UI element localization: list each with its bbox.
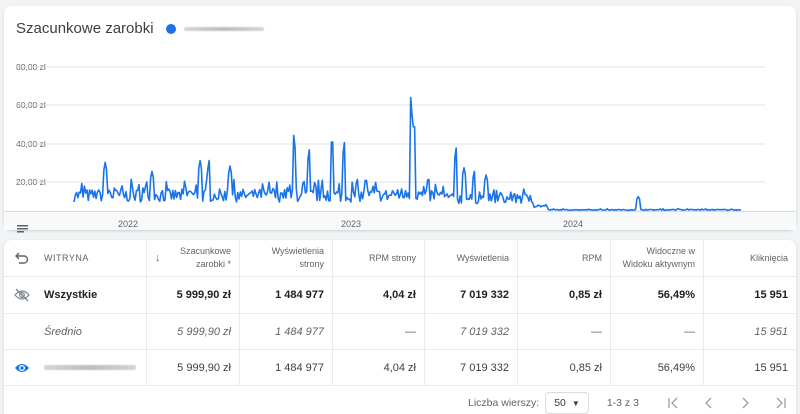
header-page-rpm[interactable]: RPM strony [333, 240, 425, 276]
first-page-icon[interactable] [661, 393, 685, 413]
earnings-chart-card: Szacunkowe zarobki 80,00 zł 60,00 zł 40,… [4, 6, 796, 233]
chart-title: Szacunkowe zarobki [16, 20, 154, 37]
cell-clicks: 15 951 [754, 361, 788, 374]
header-page-views[interactable]: Wyświetlenia strony [240, 240, 333, 276]
cell-page-views: 1 484 977 [240, 350, 333, 385]
next-page-icon[interactable] [733, 393, 757, 413]
header-rpm[interactable]: RPM [518, 240, 611, 276]
arrow-down-icon: ↓ [155, 251, 161, 264]
site-name: Średnio [40, 314, 147, 349]
line-chart[interactable] [4, 6, 796, 230]
cell-rpm: — [518, 314, 611, 349]
cell-page-rpm: 4,04 zł [333, 350, 425, 385]
empty-icon-slot [4, 314, 40, 349]
cell-page-rpm: 4,04 zł [333, 277, 425, 313]
site-name-redacted[interactable] [40, 350, 147, 385]
table-header-row: WITRYNA ↓ Szacunkowe zarobki * Wyświetle… [4, 240, 796, 277]
legend-label-redacted [183, 26, 264, 31]
prev-page-icon[interactable] [697, 393, 721, 413]
cell-impressions: 7 019 332 [425, 314, 518, 349]
dropdown-arrow-icon: ▼ [571, 398, 580, 408]
visibility-icon[interactable] [4, 350, 40, 385]
cell-rpm: 0,85 zł [518, 277, 611, 313]
table-row-average: Średnio 5 999,90 zł 1 484 977 — 7 019 33… [4, 314, 796, 350]
pagination: Liczba wierszy: 50 ▼ 1-3 z 3 [440, 392, 800, 414]
table-row-total: Wszystkie 5 999,90 zł 1 484 977 4,04 zł … [4, 277, 796, 314]
rows-per-page-label: Liczba wierszy: [468, 397, 540, 409]
cell-impressions: 7 019 332 [425, 350, 518, 385]
cell-impressions: 7 019 332 [425, 277, 518, 313]
cell-rpm: 0,85 zł [518, 350, 611, 385]
site-name: Wszystkie [40, 277, 147, 313]
cell-page-views: 1 484 977 [240, 314, 333, 349]
header-impressions[interactable]: Wyświetlenia [425, 240, 518, 276]
table-row-site: 5 999,90 zł 1 484 977 4,04 zł 7 019 332 … [4, 350, 796, 386]
sites-table: WITRYNA ↓ Szacunkowe zarobki * Wyświetle… [4, 240, 796, 414]
cell-earnings: 5 999,90 zł [147, 350, 240, 385]
cell-viewability: — [611, 314, 704, 349]
chart-title-area: Szacunkowe zarobki [16, 20, 264, 37]
cell-page-rpm: — [333, 314, 425, 349]
menu-lines-icon[interactable] [17, 221, 28, 239]
undo-icon[interactable] [4, 240, 40, 276]
cell-earnings: 5 999,90 zł [147, 314, 240, 349]
header-site[interactable]: WITRYNA [40, 240, 147, 276]
x-tick-2023: 2023 [341, 219, 362, 229]
legend-dot-icon[interactable] [165, 23, 176, 34]
x-tick-2022: 2022 [118, 219, 139, 229]
cell-page-views: 1 484 977 [240, 277, 333, 313]
header-viewability[interactable]: Widoczne w Widoku aktywnym [611, 240, 704, 276]
cell-earnings: 5 999,90 zł [147, 277, 240, 313]
cell-clicks: 15 951 [754, 289, 788, 301]
visibility-off-icon[interactable] [4, 277, 40, 313]
x-tick-2024: 2024 [563, 219, 584, 229]
cell-viewability: 56,49% [611, 277, 704, 313]
rows-per-page-select[interactable]: 50 ▼ [545, 392, 589, 414]
header-earnings[interactable]: ↓ Szacunkowe zarobki * [147, 240, 240, 276]
cell-viewability: 56,49% [611, 350, 704, 385]
cell-clicks: 15 951 [754, 325, 788, 338]
header-clicks[interactable]: Kliknięcia [749, 252, 788, 263]
page-range: 1-3 z 3 [606, 397, 639, 409]
last-page-icon[interactable] [769, 393, 793, 413]
